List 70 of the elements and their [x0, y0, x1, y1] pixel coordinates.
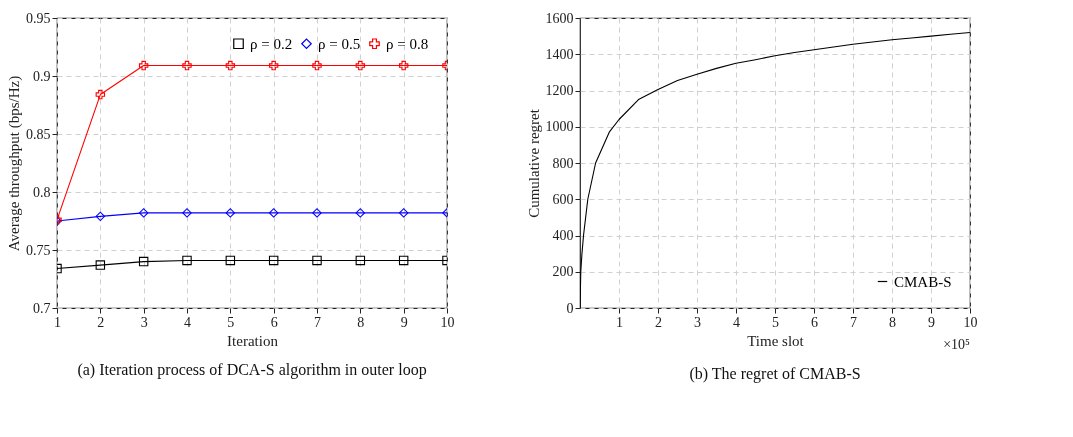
- y-tick-label: 0.8: [33, 184, 51, 200]
- point: [95, 89, 106, 100]
- point: [268, 208, 279, 218]
- x-tick-label: 9: [928, 314, 935, 330]
- point: [312, 208, 322, 218]
- y-tick-label: 0.9: [33, 68, 51, 84]
- point: [268, 60, 279, 71]
- x-tick-label: 3: [140, 314, 148, 330]
- x-tick-label: 4: [184, 314, 191, 330]
- text: ×10⁵: [943, 337, 971, 352]
- point: [268, 255, 279, 266]
- y-tick-label: 1400: [545, 46, 574, 62]
- y-tick-label: 0.85: [26, 126, 51, 142]
- text: (a) Iteration process of DCA-S algorithm in outer loop: [77, 361, 427, 379]
- text: (b) The regret of CMAB-S: [689, 365, 861, 383]
- point: [398, 208, 409, 218]
- legend-label: ρ = 0.8: [386, 35, 429, 52]
- y-tick-label: 800: [552, 155, 574, 171]
- legend-label: ρ = 0.5: [318, 35, 361, 52]
- point: [182, 60, 192, 71]
- y-axis-title: Cumulative regret: [525, 108, 542, 218]
- point: [398, 255, 409, 266]
- x-tick-label: 4: [733, 314, 740, 330]
- point: [355, 255, 366, 266]
- point: [355, 208, 366, 218]
- y-tick-label: 400: [552, 228, 574, 243]
- x-tick-label: 5: [772, 314, 779, 330]
- x-axis-title: Iteration: [227, 332, 279, 349]
- y-tick-label: 1200: [545, 83, 574, 98]
- x-tick-label: 6: [811, 314, 818, 330]
- x-tick-label: 9: [400, 314, 408, 330]
- point: [138, 208, 149, 218]
- x-tick-label: 2: [97, 314, 105, 330]
- x-tick-label: 5: [227, 314, 235, 330]
- legend-label: ρ = 0.2: [250, 35, 293, 52]
- point: [225, 208, 236, 218]
- x-tick-label: 1: [54, 314, 61, 330]
- point: [225, 60, 236, 71]
- point: [95, 260, 106, 270]
- y-tick-label: 0.75: [26, 242, 51, 258]
- x-tick-label: 6: [270, 314, 278, 330]
- point: [312, 60, 322, 71]
- y-tick-label: 0.95: [26, 10, 51, 26]
- y-tick-label: 0: [566, 300, 574, 316]
- point: [95, 211, 106, 222]
- x-tick-label: 2: [655, 314, 662, 330]
- point: [398, 60, 409, 71]
- legend-label: CMAB-S: [894, 273, 952, 290]
- y-tick-label: 200: [552, 264, 574, 280]
- x-axis-title: Time slot: [747, 332, 805, 349]
- x-tick-label: 8: [357, 314, 365, 330]
- point: [225, 255, 236, 266]
- x-tick-label: 7: [314, 314, 321, 330]
- y-tick-label: 600: [552, 191, 574, 207]
- point: [355, 60, 366, 71]
- x-tick-label: 8: [889, 314, 896, 330]
- point: [312, 255, 322, 266]
- point: [182, 208, 192, 218]
- point: [138, 256, 149, 267]
- y-tick-label: 1000: [545, 119, 574, 135]
- x-tick-label: 10: [440, 314, 455, 330]
- y-axis-title: Average throughput (bps/Hz): [6, 75, 23, 252]
- point: [182, 255, 192, 266]
- point: [138, 60, 149, 71]
- y-tick-label: 0.7: [33, 300, 51, 316]
- x-tick-label: 3: [694, 314, 701, 330]
- x-tick-label: 7: [850, 314, 857, 330]
- y-tick-label: 1600: [545, 10, 574, 26]
- x-tick-label: 10: [963, 314, 978, 330]
- x-tick-label: 1: [616, 314, 623, 330]
